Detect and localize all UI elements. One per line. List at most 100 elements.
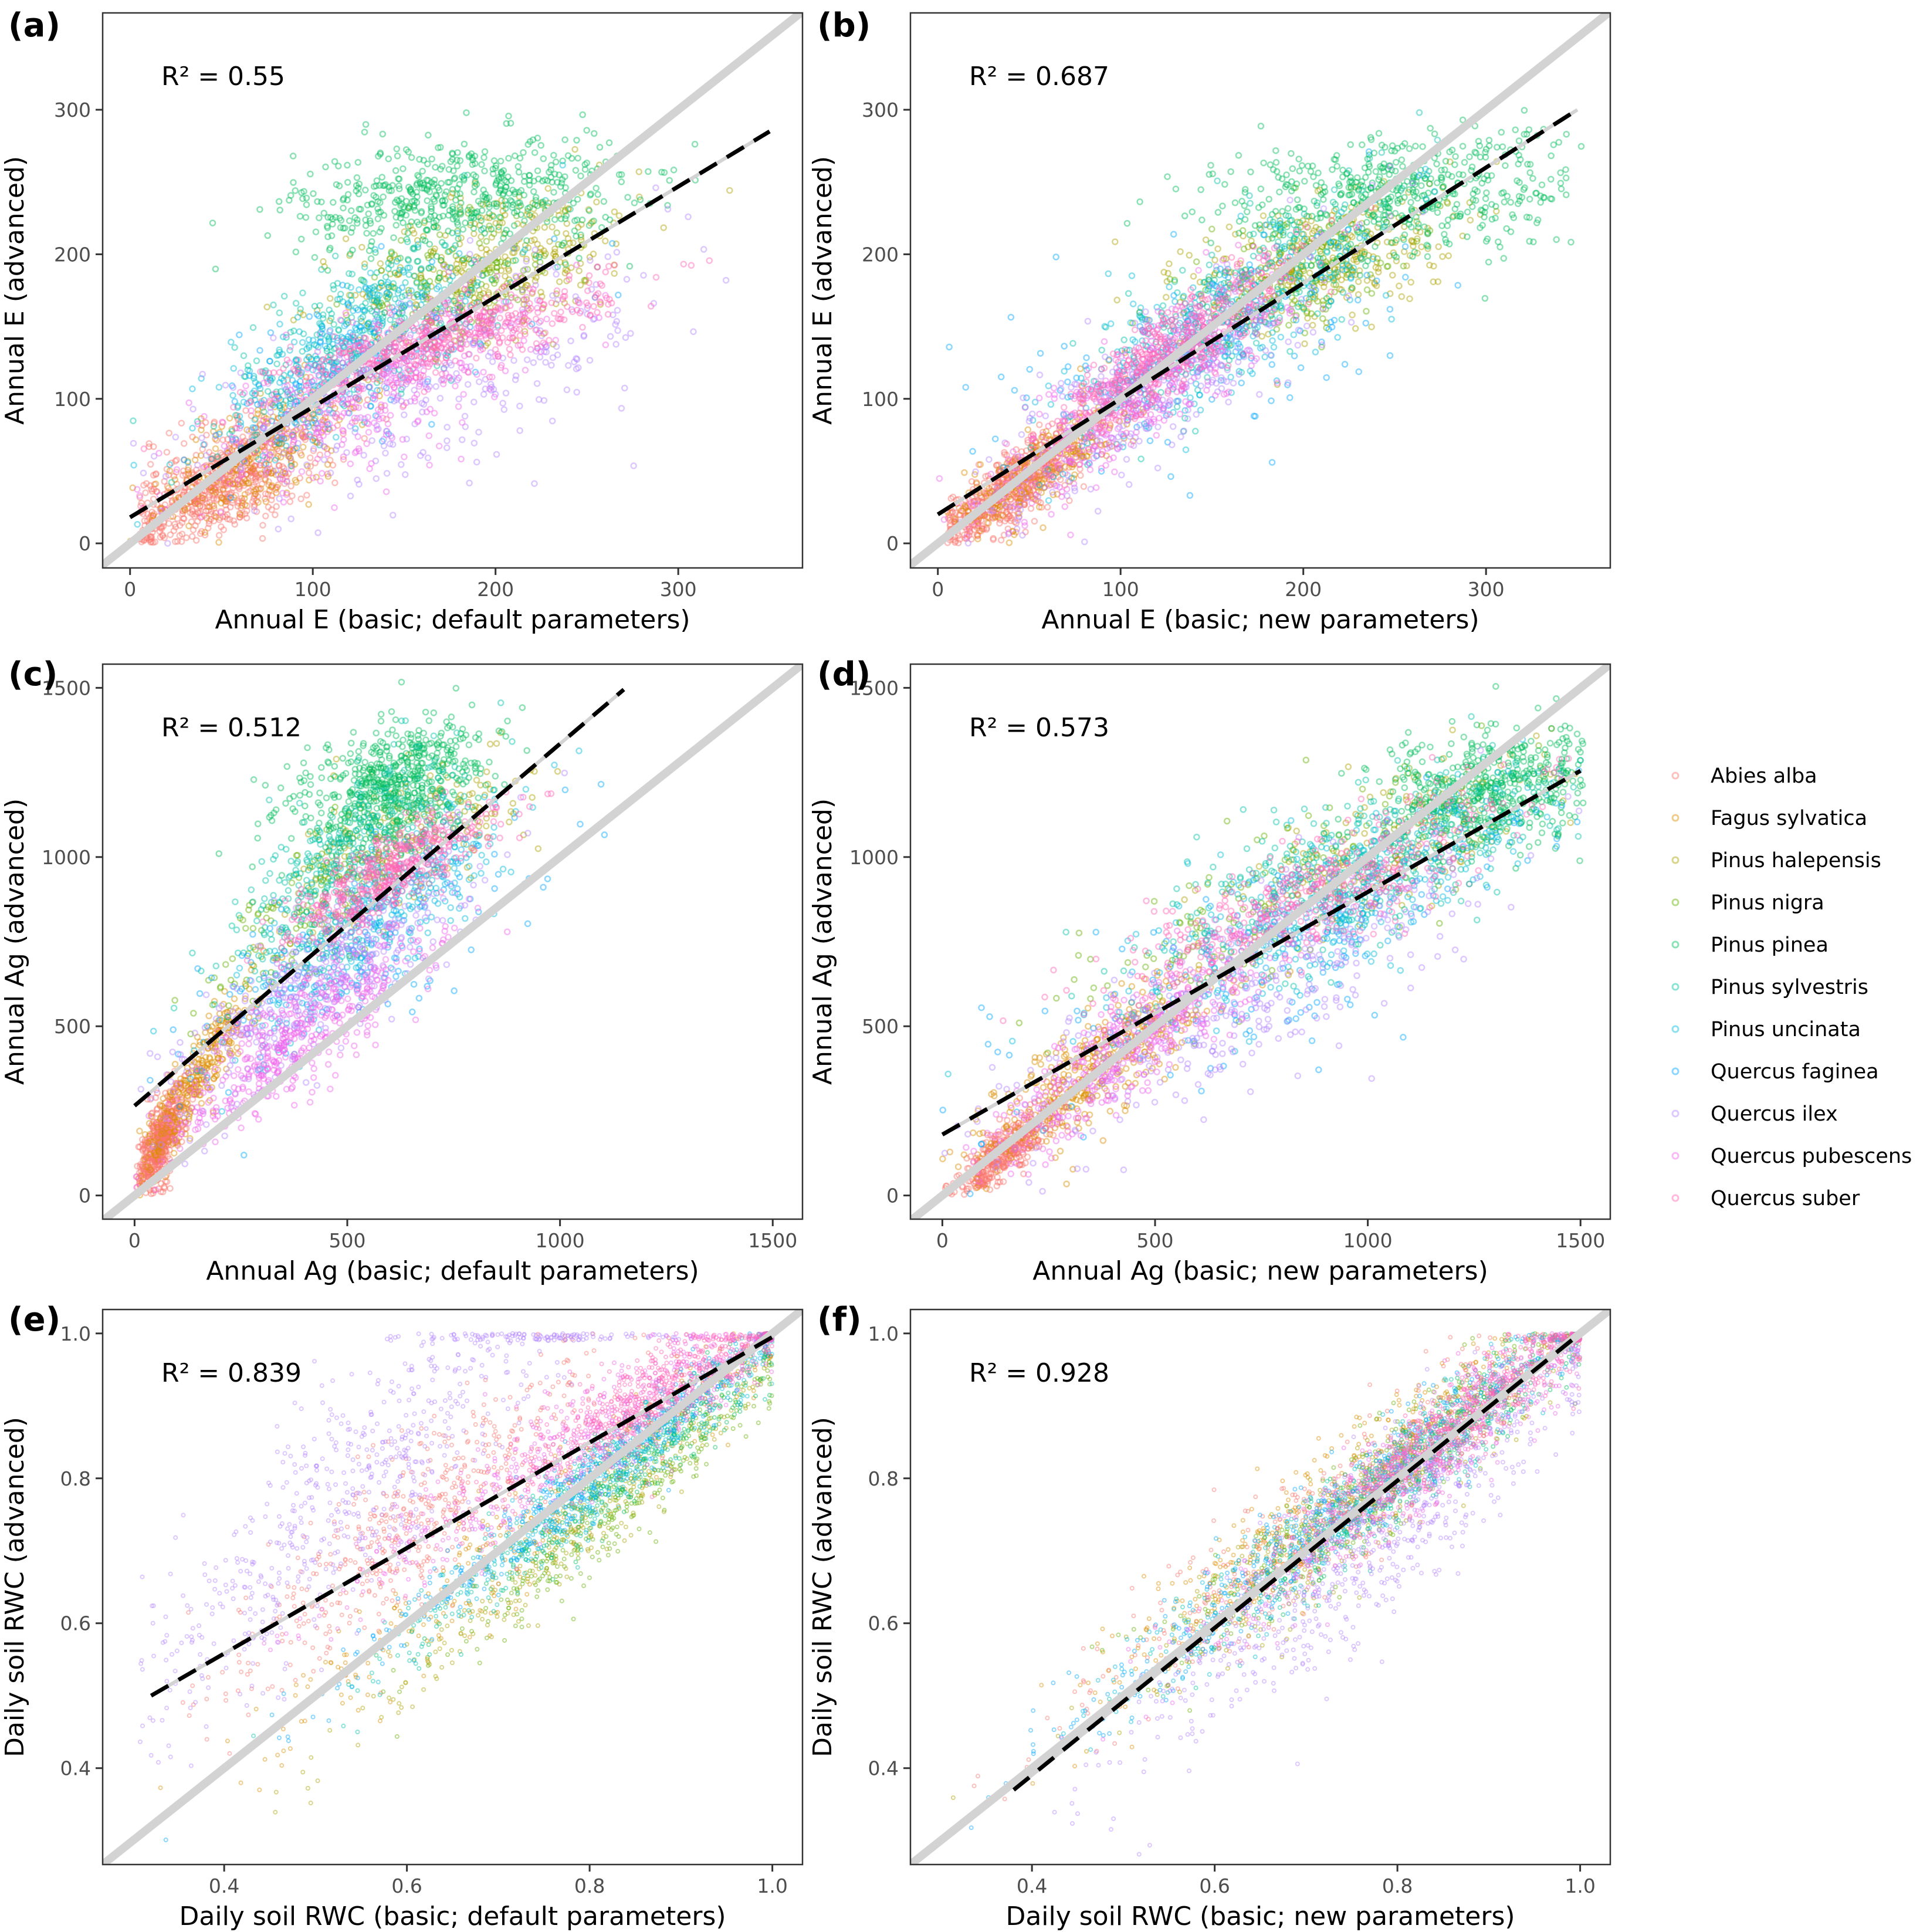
data-point	[492, 307, 499, 314]
data-point	[543, 316, 550, 323]
data-point	[424, 197, 431, 204]
data-point	[408, 218, 415, 225]
data-point	[334, 365, 341, 373]
data-point	[517, 312, 524, 319]
data-point	[323, 409, 331, 417]
data-point	[432, 164, 439, 171]
data-point	[267, 404, 274, 411]
data-point	[283, 491, 290, 498]
data-point	[523, 316, 530, 323]
data-point	[305, 336, 313, 343]
data-point	[970, 498, 977, 505]
data-point	[233, 412, 241, 419]
data-point	[363, 340, 370, 347]
data-point	[372, 317, 379, 324]
data-point	[383, 470, 391, 477]
data-point	[391, 320, 398, 328]
data-point	[374, 333, 381, 341]
data-point	[452, 267, 459, 274]
data-point	[626, 263, 634, 270]
data-point	[438, 180, 445, 187]
data-point	[991, 483, 998, 491]
data-point	[344, 319, 352, 326]
data-point	[344, 300, 351, 307]
data-point	[468, 318, 475, 326]
data-point	[322, 163, 329, 171]
data-point	[529, 289, 536, 296]
data-point	[1049, 473, 1057, 481]
data-point	[404, 264, 411, 272]
data-point	[513, 245, 520, 252]
data-point	[946, 516, 953, 524]
data-point	[378, 322, 385, 329]
data-point	[238, 471, 245, 478]
data-point	[336, 215, 343, 222]
data-point	[489, 358, 496, 366]
data-point	[179, 507, 186, 514]
data-point	[457, 194, 464, 202]
data-point	[506, 230, 514, 238]
data-point	[365, 290, 373, 297]
data-point	[1026, 477, 1033, 484]
data-point	[378, 310, 385, 318]
data-point	[452, 323, 459, 330]
data-point	[316, 441, 323, 449]
data-point	[344, 358, 351, 366]
data-point	[476, 222, 483, 229]
data-point	[361, 263, 368, 271]
data-point	[211, 490, 218, 498]
data-point	[515, 168, 523, 176]
data-point	[362, 187, 369, 194]
data-point	[248, 412, 255, 419]
data-point	[1044, 480, 1051, 488]
data-point	[550, 251, 557, 258]
data-point	[454, 256, 462, 263]
data-point	[514, 296, 522, 303]
data-point	[352, 304, 360, 312]
data-point	[302, 436, 309, 444]
data-point	[376, 182, 383, 189]
data-point	[328, 232, 336, 239]
data-point	[305, 353, 312, 360]
data-point	[565, 362, 572, 369]
data-point	[1011, 518, 1018, 526]
data-point	[456, 331, 464, 339]
data-point	[148, 488, 156, 495]
data-point	[303, 374, 310, 381]
data-point	[313, 367, 320, 374]
data-point	[548, 320, 556, 327]
data-point	[486, 373, 493, 381]
data-point	[487, 349, 494, 356]
data-point	[463, 327, 470, 334]
data-point	[242, 383, 249, 390]
data-point	[486, 309, 494, 316]
data-point	[424, 313, 431, 320]
data-point	[397, 317, 405, 325]
data-point	[254, 429, 261, 436]
data-point	[236, 478, 244, 485]
data-point	[317, 439, 324, 446]
data-point	[338, 360, 346, 367]
data-point	[495, 175, 503, 183]
data-point	[310, 386, 317, 393]
data-point	[152, 471, 160, 478]
data-point	[680, 260, 688, 268]
data-point	[495, 223, 502, 231]
data-point	[1013, 494, 1020, 501]
data-point	[1071, 441, 1078, 448]
data-point	[315, 371, 323, 379]
data-point	[505, 154, 512, 162]
data-point	[414, 243, 422, 251]
data-point	[951, 517, 959, 525]
data-point	[392, 343, 399, 350]
data-point	[1066, 459, 1073, 466]
data-point	[358, 421, 366, 428]
data-point	[478, 341, 485, 348]
data-point	[380, 370, 388, 377]
data-point	[226, 415, 233, 422]
data-point	[424, 226, 431, 234]
data-point	[418, 275, 425, 282]
data-point	[378, 353, 385, 360]
data-point	[496, 338, 503, 346]
data-point	[388, 311, 396, 318]
